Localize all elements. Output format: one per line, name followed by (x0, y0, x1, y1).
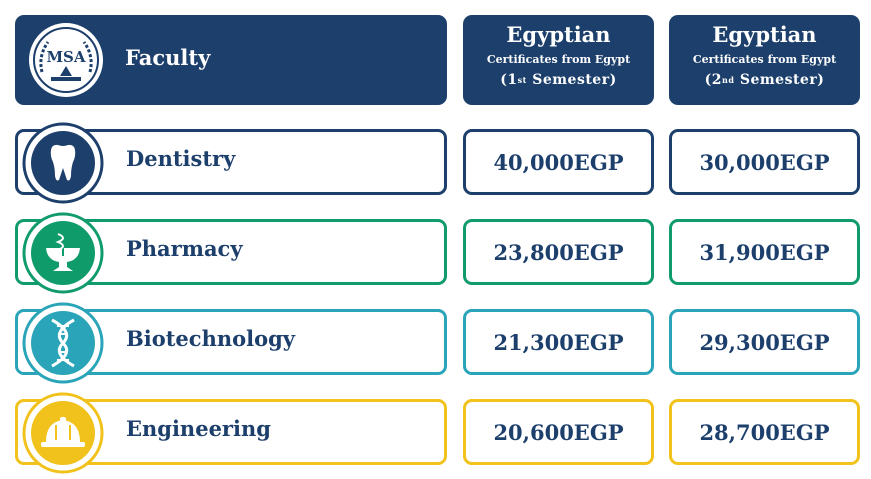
fee-semester-1: 20,600EGP (463, 399, 654, 465)
fee-semester-2: 30,000EGP (669, 129, 860, 195)
column-semester: (2nd Semester) (704, 72, 825, 88)
faculty-row-dentistry: Dentistry (15, 122, 447, 204)
column-subtitle: Certificates from Egypt (692, 53, 837, 66)
hard-hat-icon (22, 392, 104, 474)
semester-1-header: Egyptian Certificates from Egypt (1st Se… (463, 15, 654, 105)
msa-logo-icon: MSA (29, 23, 103, 97)
fee-semester-1: 23,800EGP (463, 219, 654, 285)
faculty-header-label: Faculty (125, 45, 211, 70)
fee-semester-2: 31,900EGP (669, 219, 860, 285)
faculty-name: Dentistry (126, 146, 236, 171)
msa-logo-text: MSA (46, 48, 85, 66)
fee-semester-2: 29,300EGP (669, 309, 860, 375)
fee-semester-1: 40,000EGP (463, 129, 654, 195)
faculty-row-biotechnology: Biotechnology (15, 302, 447, 384)
column-semester: (1st Semester) (500, 72, 617, 88)
column-subtitle: Certificates from Egypt (486, 53, 631, 66)
faculty-header: MSA Faculty (15, 15, 447, 105)
faculty-name: Biotechnology (126, 326, 295, 351)
column-title: Egyptian (506, 22, 611, 47)
dna-icon (22, 302, 104, 384)
faculty-row-engineering: Engineering (15, 392, 447, 474)
semester-2-header: Egyptian Certificates from Egypt (2nd Se… (669, 15, 860, 105)
fee-semester-1: 21,300EGP (463, 309, 654, 375)
tooth-icon (22, 122, 104, 204)
pharmacy-bowl-icon (22, 212, 104, 294)
fee-semester-2: 28,700EGP (669, 399, 860, 465)
faculty-name: Pharmacy (126, 236, 243, 261)
column-title: Egyptian (712, 22, 817, 47)
faculty-name: Engineering (126, 416, 271, 441)
faculty-row-pharmacy: Pharmacy (15, 212, 447, 294)
